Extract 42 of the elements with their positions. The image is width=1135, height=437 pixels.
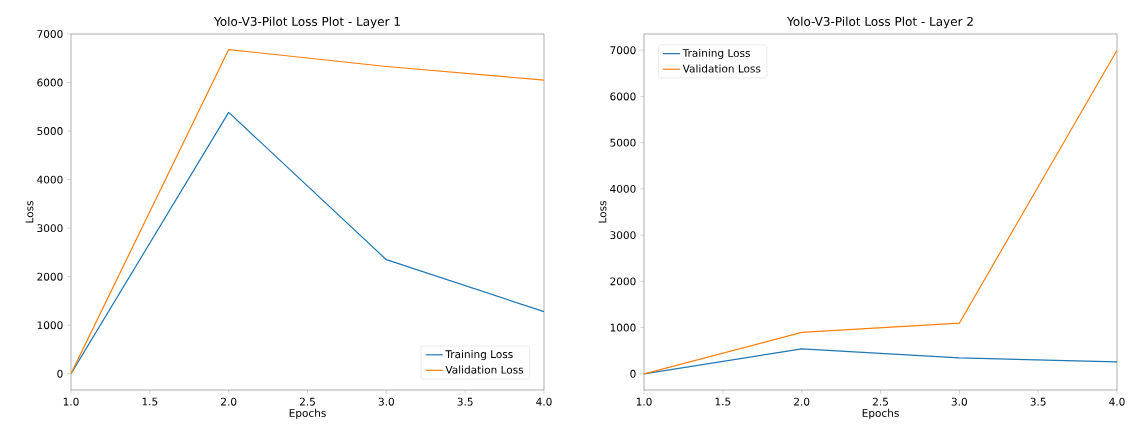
x-tick-label: 2.5 [299,397,315,406]
y-tick-label: 3000 [37,224,63,233]
y-tick-label: 2000 [37,272,63,281]
chart-title: Yolo-V3-Pilot Loss Plot - Layer 2 [787,16,973,29]
legend-label: Training Loss [445,350,513,361]
legend-label: Validation Loss [682,64,761,73]
line-series [644,49,1118,375]
y-tick-label: 7000 [37,30,63,38]
y-tick-label: 6000 [610,92,636,101]
chart-title: Yolo-V3-Pilot Loss Plot - Layer 1 [214,16,400,29]
y-axis-title: Loss [598,201,607,223]
y-tick-label: 3000 [610,231,636,240]
y-tick-label: 1000 [610,323,636,332]
x-axis-title: Epochs [862,408,899,419]
x-tick-label: 4.0 [536,397,552,406]
x-tick-label: 2.0 [794,397,810,406]
legend-label: Training Loss [682,48,750,60]
legend-label: Validation Loss [445,365,524,374]
y-tick-label: 7000 [610,46,636,55]
x-tick-label: 3.0 [951,397,967,406]
x-tick-label: 1.0 [63,397,79,406]
line-series [71,48,545,375]
x-tick-label: 1.5 [142,397,158,406]
y-tick-label: 2000 [610,277,636,286]
x-tick-label: 3.5 [457,397,473,406]
x-tick-label: 2.5 [872,397,888,406]
y-tick-label: 1000 [37,321,63,330]
x-tick-label: 3.0 [378,397,394,406]
y-tick-label: 0 [630,369,636,378]
x-tick-label: 3.5 [1030,397,1046,406]
y-tick-label: 4000 [37,175,63,184]
y-tick-label: 0 [57,369,63,378]
x-tick-label: 1.0 [636,397,652,406]
y-tick-label: 5000 [37,127,63,136]
x-tick-label: 1.5 [715,397,731,406]
y-axis-title: Loss [25,201,34,223]
x-tick-label: 2.0 [221,397,237,406]
y-tick-label: 5000 [610,138,636,147]
x-axis-title: Epochs [289,408,326,419]
y-tick-label: 6000 [37,78,63,87]
y-tick-label: 4000 [610,184,636,193]
x-tick-label: 4.0 [1109,397,1125,406]
